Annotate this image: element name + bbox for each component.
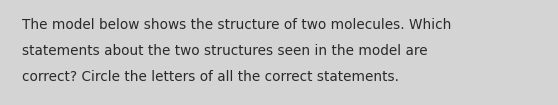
Text: statements about the two structures seen in the model are: statements about the two structures seen…	[22, 44, 427, 58]
Text: The model below shows the structure of two molecules. Which: The model below shows the structure of t…	[22, 18, 451, 32]
Text: correct? Circle the letters of all the correct statements.: correct? Circle the letters of all the c…	[22, 70, 399, 84]
